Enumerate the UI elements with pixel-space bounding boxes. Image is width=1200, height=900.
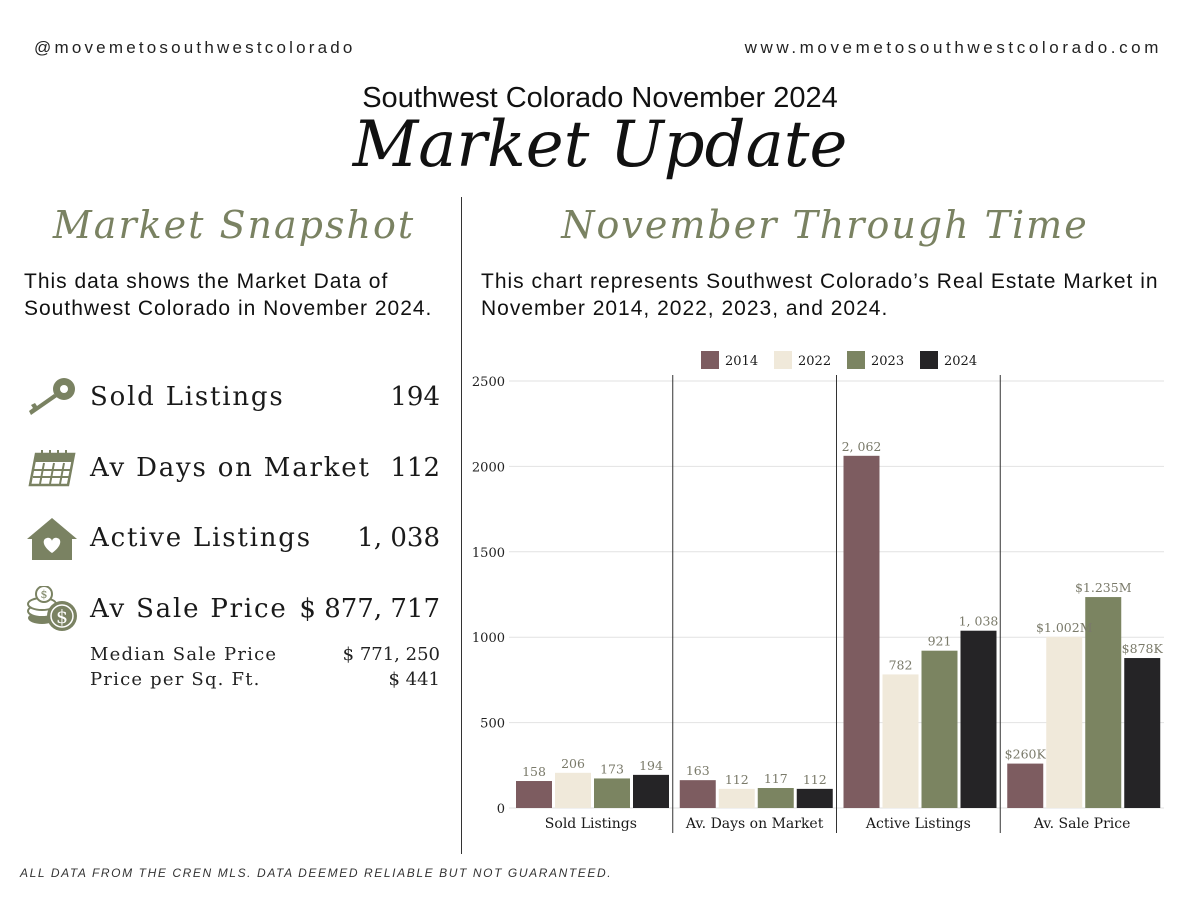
bar-data-label: 206 <box>561 756 585 771</box>
snapshot-description: This data shows the Market Data of South… <box>24 270 433 320</box>
bar-data-label: 158 <box>522 764 546 779</box>
svg-text:$: $ <box>41 588 48 601</box>
bar-data-label: $878K <box>1122 641 1164 656</box>
chart-data-labels: 158 206 173 194 163 112 117 112 2, 062 782 921 1, 0… <box>522 439 1163 787</box>
sub-stat-price-per-sqft: Price per Sq. Ft. $ 441 <box>90 669 440 693</box>
legend-swatch <box>920 351 938 369</box>
stat-value: 194 <box>390 382 440 412</box>
x-tick-label: Av. Sale Price <box>1033 816 1131 832</box>
bar-data-label: 194 <box>639 758 663 773</box>
bar <box>516 781 552 808</box>
website-url: www.movemetosouthwestcolorado.com <box>744 38 1162 57</box>
footer-disclaimer: ALL DATA FROM THE CREN MLS. DATA DEEMED … <box>20 866 613 880</box>
through-time-description: This chart represents Southwest Colorado… <box>481 270 1159 320</box>
bar <box>1046 636 1083 808</box>
chart-x-axis: Sold Listings Av. Days on Market Active Li… <box>545 816 1131 832</box>
bar-data-label: 921 <box>928 634 952 649</box>
stat-value: 1, 038 <box>357 523 440 553</box>
legend-swatch <box>701 351 719 369</box>
legend-label: 2023 <box>871 354 904 369</box>
y-tick-label: 2500 <box>472 375 505 390</box>
y-tick-label: 1000 <box>472 631 505 646</box>
bar <box>555 772 591 808</box>
bar-data-label: 782 <box>889 657 913 672</box>
page-subtitle: Southwest Colorado November 2024 <box>362 82 838 114</box>
calendar-icon <box>24 445 80 493</box>
chart-y-axis: 0 500 1000 1500 2000 2500 <box>472 375 505 817</box>
bar-data-label: 112 <box>803 772 827 787</box>
house-heart-icon <box>24 515 80 563</box>
legend-label: 2024 <box>944 354 977 369</box>
bar-data-label: 163 <box>686 763 710 778</box>
bar-data-label: 112 <box>725 772 749 787</box>
sub-stat-label: Price per Sq. Ft. <box>90 669 261 690</box>
y-tick-label: 0 <box>497 802 505 817</box>
bar-data-label: 173 <box>600 761 624 776</box>
stat-av-days-on-market: Av Days on Market 112 <box>24 445 440 493</box>
bar-data-label: 117 <box>764 771 788 786</box>
x-tick-label: Active Listings <box>865 816 971 832</box>
y-tick-label: 500 <box>480 717 505 732</box>
category-separators <box>672 375 1001 833</box>
y-tick-label: 2000 <box>472 460 505 475</box>
bar <box>921 650 958 808</box>
page-title: Market Update <box>352 108 848 182</box>
sub-stat-value: $ 771, 250 <box>342 644 440 665</box>
column-divider <box>461 197 462 854</box>
stat-active-listings: Active Listings 1, 038 <box>24 515 440 563</box>
stat-label: Av Sale Price <box>90 594 288 624</box>
bar <box>679 780 716 808</box>
bar-data-label: $1.002M <box>1036 620 1093 635</box>
through-time-title: November Through Time <box>561 203 1089 247</box>
sub-stat-label: Median Sale Price <box>90 644 278 665</box>
sub-stat-value: $ 441 <box>388 669 440 690</box>
bar-data-label: $1.235M <box>1075 580 1132 595</box>
bar-data-label: $260K <box>1005 747 1047 762</box>
key-icon <box>24 374 80 422</box>
stat-label: Av Days on Market <box>90 453 371 483</box>
bar <box>718 788 755 808</box>
chart-bars <box>516 455 1161 808</box>
stat-label: Active Listings <box>90 523 312 553</box>
bar <box>757 788 794 808</box>
bar <box>882 674 919 808</box>
legend-swatch <box>774 351 792 369</box>
bar <box>594 778 630 808</box>
sub-stat-median-sale-price: Median Sale Price $ 771, 250 <box>90 644 440 668</box>
x-tick-label: Sold Listings <box>545 816 637 832</box>
bar <box>796 788 833 808</box>
chart-legend: 2014 2022 2023 2024 <box>701 351 977 369</box>
stat-av-sale-price: $ $ Av Sale Price $ 877, 717 <box>24 585 440 634</box>
bar <box>960 630 997 808</box>
bar-data-label: 1, 038 <box>959 614 999 629</box>
bar <box>1085 597 1122 808</box>
stat-value: $ 877, 717 <box>299 594 440 624</box>
bar-data-label: 2, 062 <box>842 439 882 454</box>
x-tick-label: Av. Days on Market <box>685 816 824 832</box>
legend-label: 2022 <box>798 354 831 369</box>
stat-sold-listings: Sold Listings 194 <box>24 374 440 422</box>
legend-swatch <box>847 351 865 369</box>
y-tick-label: 1500 <box>472 546 505 561</box>
bar-chart: 158 206 173 194 163 112 117 112 2, 062 782 921 1, 0… <box>472 351 1164 833</box>
instagram-handle: @movemetosouthwestcolorado <box>34 38 356 57</box>
coins-dollar-icon: $ $ <box>24 585 80 634</box>
svg-text:$: $ <box>56 606 68 628</box>
bar <box>633 774 669 808</box>
bar <box>1124 658 1161 808</box>
legend-label: 2014 <box>725 354 758 369</box>
bar <box>1007 763 1044 808</box>
snapshot-title: Market Snapshot <box>52 203 416 247</box>
bar <box>843 455 880 808</box>
stat-value: 112 <box>390 453 440 483</box>
stat-label: Sold Listings <box>90 382 285 412</box>
